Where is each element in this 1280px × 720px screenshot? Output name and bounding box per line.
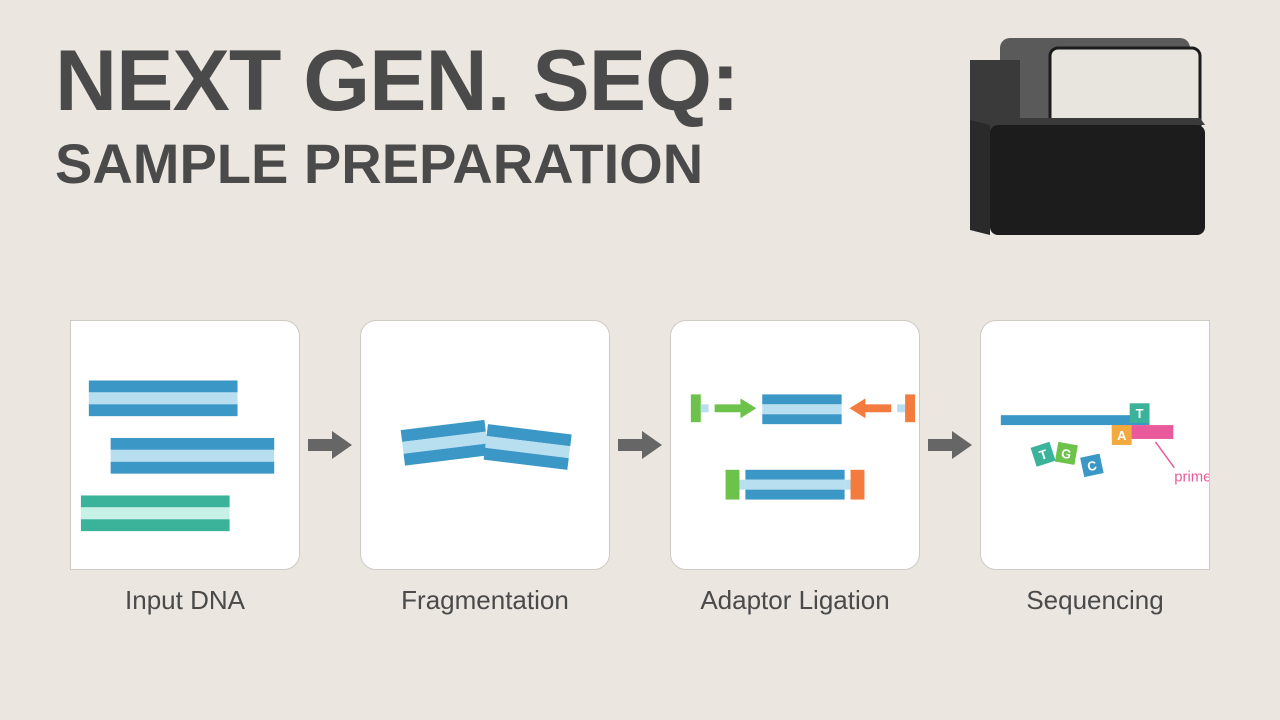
arrow-icon: [610, 320, 670, 570]
workflow-row: Input DNA Fragmentation: [0, 320, 1280, 680]
svg-text:T: T: [1136, 406, 1144, 421]
step-label: Adaptor Ligation: [671, 585, 919, 616]
sequencer-icon: [940, 30, 1220, 250]
title-line2: SAMPLE PREPARATION: [55, 136, 739, 192]
step-card-adaptor-ligation: Adaptor Ligation: [670, 320, 920, 570]
title-block: NEXT GEN. SEQ: SAMPLE PREPARATION: [55, 38, 739, 192]
dna-strand: [89, 380, 238, 416]
step-label: Input DNA: [71, 585, 299, 616]
step-label: Fragmentation: [361, 585, 609, 616]
title-line1: NEXT GEN. SEQ:: [55, 38, 739, 124]
step-card-input-dna: Input DNA: [70, 320, 300, 570]
step-label: Sequencing: [981, 585, 1209, 616]
svg-text:A: A: [1117, 428, 1126, 443]
step-card-sequencing: T A T G C primer Sequencing: [980, 320, 1210, 570]
step-card-fragmentation: Fragmentation: [360, 320, 610, 570]
primer-label: primer: [1174, 470, 1209, 486]
arrow-icon: [300, 320, 360, 570]
arrow-icon: [920, 320, 980, 570]
